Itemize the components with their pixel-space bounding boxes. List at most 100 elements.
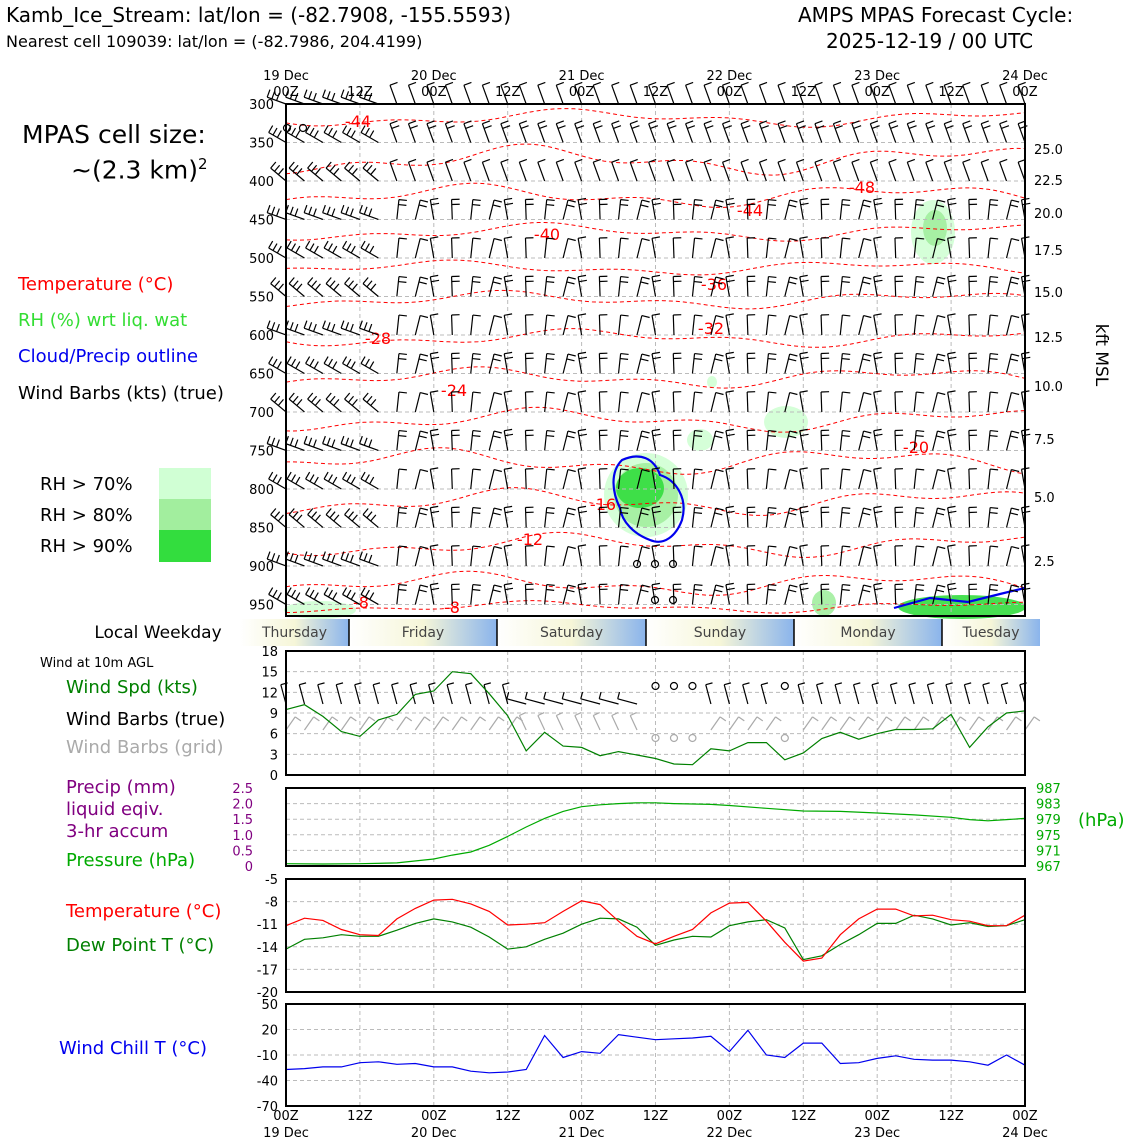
upper-wind-barb-flag xyxy=(620,468,629,471)
grid-wind-barb xyxy=(340,716,352,731)
upper-wind-barb xyxy=(524,430,527,451)
pressure-label: Pressure (hPa) xyxy=(66,850,196,871)
upper-wind-barb-flag xyxy=(862,358,871,362)
upper-wind-barb-flag xyxy=(1011,314,1020,319)
upper-wind-barb-flag xyxy=(814,81,823,86)
upper-wind-barb-flag xyxy=(331,554,336,563)
upper-wind-barb xyxy=(832,123,841,143)
pressure-tick-label: 700 xyxy=(249,406,274,421)
calm-wind-circle xyxy=(780,681,789,691)
upper-wind-barb-flag xyxy=(370,168,377,175)
upper-wind-barb xyxy=(636,315,643,336)
upper-wind-barb-flag xyxy=(796,120,805,125)
temperature-contour-label: -48 xyxy=(849,178,875,197)
upper-wind-barb xyxy=(537,161,546,182)
upper-wind-barb-flag xyxy=(666,158,675,163)
upper-wind-barb xyxy=(814,85,823,105)
upper-wind-barb-flag xyxy=(726,587,735,591)
upper-wind-barb xyxy=(839,238,843,259)
upper-wind-barb-flag xyxy=(908,125,917,129)
grid-wind-barb xyxy=(839,716,850,731)
upper-wind-barb-flag xyxy=(366,511,373,519)
upper-wind-barb xyxy=(691,353,696,374)
upper-wind-barb xyxy=(740,85,749,105)
upper-wind-barb xyxy=(1005,315,1012,336)
upper-wind-barb-flag xyxy=(360,125,366,133)
temp-panel-tick-label: -17 xyxy=(257,963,278,978)
upper-wind-barb xyxy=(943,123,952,143)
upper-wind-barb-flag xyxy=(270,161,277,169)
weekday-label: Thursday xyxy=(261,625,327,641)
upper-wind-barb-flag xyxy=(989,357,998,360)
upper-wind-barb-flag xyxy=(482,81,491,86)
upper-wind-barb-flag xyxy=(725,390,734,393)
upper-wind-barb-flag xyxy=(851,120,860,125)
grid-wind-barb xyxy=(611,715,620,731)
upper-wind-barb-flag xyxy=(567,430,576,434)
upper-wind-barb-flag xyxy=(1022,433,1031,437)
upper-wind-barb xyxy=(577,507,583,528)
upper-wind-barb xyxy=(340,96,361,105)
weekday-band xyxy=(497,619,646,646)
upper-wind-barb-flag xyxy=(789,237,798,242)
upper-wind-barb xyxy=(685,161,694,182)
upper-wind-barb-flag xyxy=(305,125,311,133)
upper-wind-barb-flag xyxy=(351,514,358,522)
upper-wind-barb-flag xyxy=(1011,468,1020,473)
upper-wind-barb-flag xyxy=(277,283,284,291)
upper-wind-barb-flag xyxy=(916,429,925,433)
upper-wind-barb xyxy=(873,546,878,567)
upper-wind-barb xyxy=(470,353,474,374)
upper-wind-barb xyxy=(873,469,878,490)
upper-wind-barb-flag xyxy=(366,164,373,172)
upper-wind-barb xyxy=(784,315,791,336)
upper-wind-barb xyxy=(503,199,509,220)
upper-wind-barb-flag xyxy=(327,589,333,598)
surface-wind-barb xyxy=(446,684,453,705)
upper-wind-barb-flag xyxy=(295,361,301,369)
upper-wind-barb-flag xyxy=(504,544,513,547)
surface-wind-barb-flag xyxy=(317,682,325,686)
upper-wind-barb-flag xyxy=(504,505,513,509)
upper-wind-barb-flag xyxy=(613,125,622,129)
upper-wind-barb-flag xyxy=(286,471,292,480)
upper-wind-barb-flag xyxy=(322,551,326,560)
upper-wind-barb xyxy=(503,353,509,374)
upper-wind-barb-flag xyxy=(327,358,333,367)
kft-tick-label: 15.0 xyxy=(1034,286,1063,301)
upper-wind-barb-flag xyxy=(445,158,454,163)
upper-wind-barb-flag xyxy=(981,120,989,125)
surface-wind-barb xyxy=(501,684,509,705)
upper-wind-barb-flag xyxy=(270,392,277,400)
upper-wind-barb xyxy=(414,584,421,605)
calm-grid-circle xyxy=(688,733,697,743)
upper-wind-barb-flag xyxy=(990,583,999,586)
upper-wind-barb xyxy=(414,353,421,374)
pressure-tick-label: 971 xyxy=(1036,844,1061,859)
upper-wind-barb-flag xyxy=(270,508,277,515)
surface-wind-barb-flag xyxy=(761,682,769,686)
upper-wind-barb xyxy=(1017,161,1026,182)
upper-wind-barb-flag xyxy=(276,130,282,138)
upper-wind-barb-flag xyxy=(308,206,313,215)
upper-wind-barb-flag xyxy=(472,506,481,510)
upper-wind-barb xyxy=(913,315,917,336)
upper-wind-barb xyxy=(906,123,915,143)
upper-wind-barb xyxy=(577,546,583,567)
upper-wind-barb xyxy=(362,167,379,182)
grid-wind-barb xyxy=(1024,716,1035,731)
upper-wind-barb-flag xyxy=(295,476,301,485)
upper-wind-barb xyxy=(873,238,878,259)
upper-wind-barb xyxy=(636,430,643,451)
surface-wind-barb xyxy=(889,684,897,705)
upper-wind-barb-flag xyxy=(799,351,808,355)
upper-wind-barb xyxy=(839,315,843,336)
model-title: AMPS MPAS Forecast Cycle: xyxy=(798,3,1074,27)
upper-wind-barb-flag xyxy=(863,584,872,588)
upper-wind-barb xyxy=(913,584,917,605)
calm-grid-circle xyxy=(780,733,789,743)
upper-wind-barb xyxy=(598,507,601,528)
upper-wind-barb xyxy=(488,507,495,528)
upper-wind-barb-flag xyxy=(493,237,502,242)
temperature-contour xyxy=(285,222,1025,242)
